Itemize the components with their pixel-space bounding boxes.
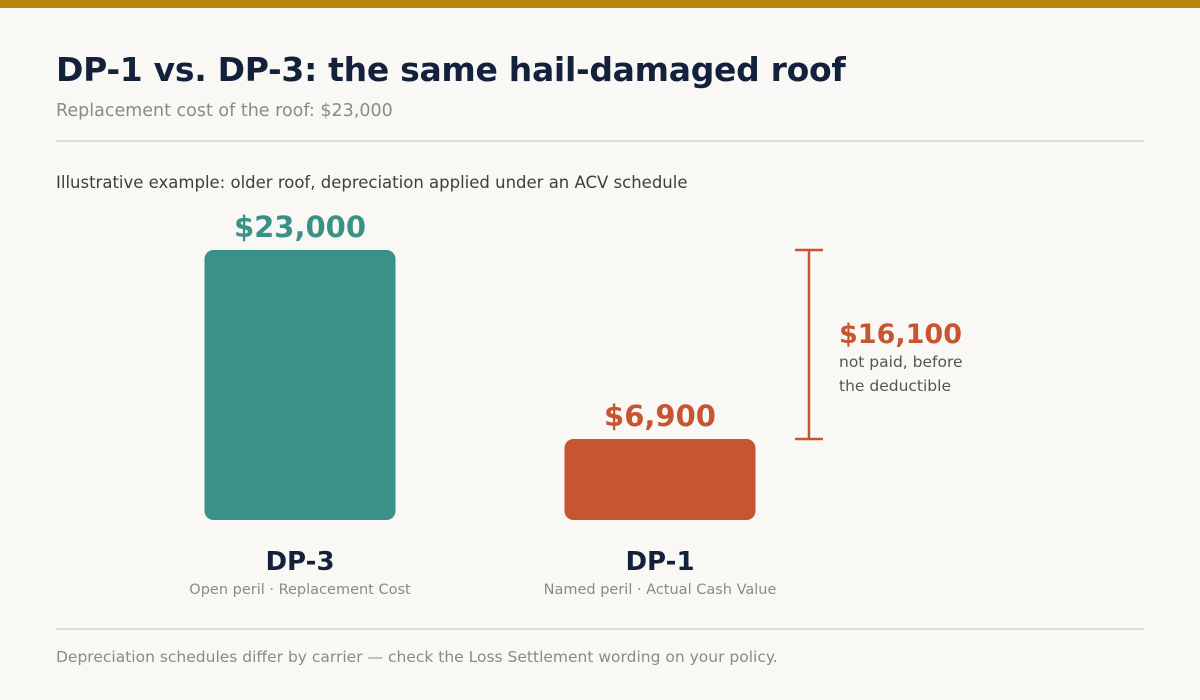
value-label-dp-1: $6,900 xyxy=(604,399,716,433)
bar-dp-3 xyxy=(204,250,396,520)
chart-subtitle: Replacement cost of the roof: $23,000 xyxy=(56,101,393,121)
category-label-dp-1: DP-1 xyxy=(625,547,694,577)
category-sublabel-dp-1: Named peril · Actual Cash Value xyxy=(544,582,777,598)
bottom-divider xyxy=(56,628,1144,630)
gap-note-line: not paid, before xyxy=(839,353,963,371)
category-sublabel-dp-3: Open peril · Replacement Cost xyxy=(189,582,411,598)
chart-note: Illustrative example: older roof, deprec… xyxy=(56,173,688,192)
footer-note: Depreciation schedules differ by carrier… xyxy=(56,648,778,666)
gap-note-line: the deductible xyxy=(839,377,951,395)
category-label-dp-3: DP-3 xyxy=(265,547,334,577)
bar-dp-1 xyxy=(564,439,756,520)
top-divider xyxy=(56,140,1144,142)
gap-value-label: $16,100 xyxy=(839,319,962,350)
value-label-dp-3: $23,000 xyxy=(234,210,366,244)
accent-bar xyxy=(0,0,1200,8)
chart-title: DP-1 vs. DP-3: the same hail-damaged roo… xyxy=(56,50,846,89)
